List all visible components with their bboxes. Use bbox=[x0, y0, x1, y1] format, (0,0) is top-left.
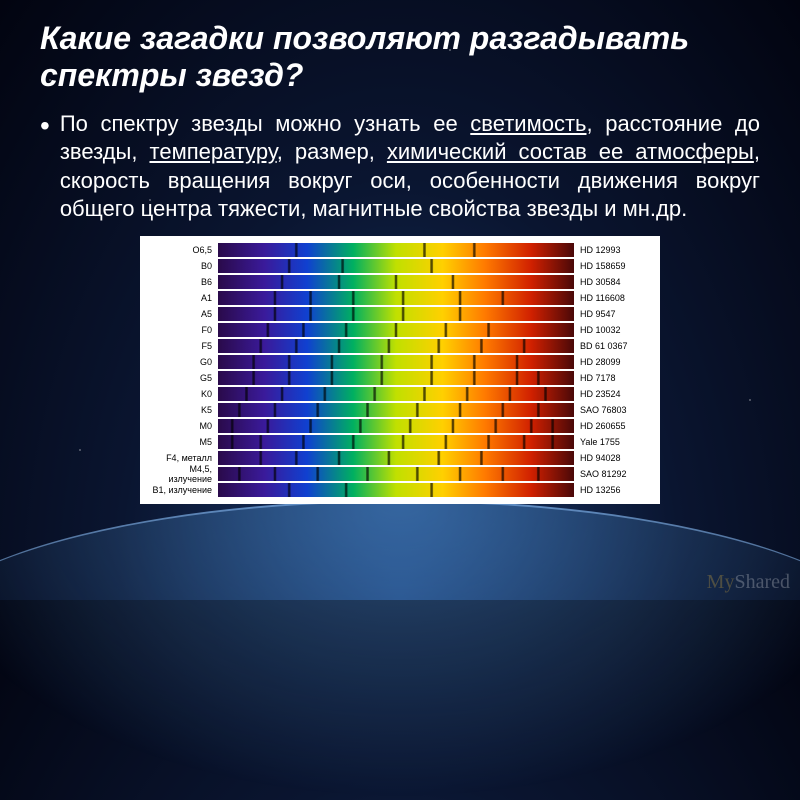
slide-content: Какие загадки позволяют разгадывать спек… bbox=[0, 0, 800, 524]
spectrum-strip bbox=[218, 387, 574, 401]
spectral-class-label: B0 bbox=[148, 261, 212, 271]
text-span: По спектру звезды можно узнать ее bbox=[60, 111, 470, 136]
spectral-class-label: A1 bbox=[148, 293, 212, 303]
star-id-label: HD 94028 bbox=[580, 453, 652, 463]
spectrum-strip bbox=[218, 451, 574, 465]
spectral-class-label: B1, излучение bbox=[148, 485, 212, 495]
spectral-row: F5 BD 61 0367 bbox=[148, 338, 652, 354]
underlined-term: химический состав ее атмосферы bbox=[387, 139, 754, 164]
spectral-row: A1 HD 116608 bbox=[148, 290, 652, 306]
star-id-label: HD 10032 bbox=[580, 325, 652, 335]
spectral-class-label: M0 bbox=[148, 421, 212, 431]
spectral-row: K0 HD 23524 bbox=[148, 386, 652, 402]
spectrum-strip bbox=[218, 339, 574, 353]
spectrum-strip bbox=[218, 275, 574, 289]
spectral-row: B1, излучение HD 13256 bbox=[148, 482, 652, 498]
spectral-class-label: G0 bbox=[148, 357, 212, 367]
star-id-label: HD 28099 bbox=[580, 357, 652, 367]
spectrum-strip bbox=[218, 355, 574, 369]
spectral-row: M5 Yale 1755 bbox=[148, 434, 652, 450]
spectral-class-label: K0 bbox=[148, 389, 212, 399]
spectral-class-label: O6,5 bbox=[148, 245, 212, 255]
star-id-label: HD 158659 bbox=[580, 261, 652, 271]
spectral-row: F0 HD 10032 bbox=[148, 322, 652, 338]
spectrum-strip bbox=[218, 243, 574, 257]
underlined-term: температуру bbox=[150, 139, 277, 164]
star-id-label: SAO 81292 bbox=[580, 469, 652, 479]
star-id-label: HD 13256 bbox=[580, 485, 652, 495]
spectrum-strip bbox=[218, 371, 574, 385]
star-id-label: HD 260655 bbox=[580, 421, 652, 431]
spectral-class-label: G5 bbox=[148, 373, 212, 383]
star-id-label: SAO 76803 bbox=[580, 405, 652, 415]
star-id-label: HD 116608 bbox=[580, 293, 652, 303]
star-id-label: HD 7178 bbox=[580, 373, 652, 383]
spectral-class-label: K5 bbox=[148, 405, 212, 415]
slide-title: Какие загадки позволяют разгадывать спек… bbox=[40, 20, 760, 94]
watermark-shared: Shared bbox=[734, 571, 790, 593]
star-id-label: HD 30584 bbox=[580, 277, 652, 287]
watermark: MyShared bbox=[707, 571, 790, 594]
star-id-label: Yale 1755 bbox=[580, 437, 652, 447]
spectral-row: A5 HD 9547 bbox=[148, 306, 652, 322]
star-id-label: HD 12993 bbox=[580, 245, 652, 255]
spectral-row: B6 HD 30584 bbox=[148, 274, 652, 290]
spectrum-strip bbox=[218, 419, 574, 433]
bullet-item: • По спектру звезды можно узнать ее свет… bbox=[40, 110, 760, 224]
spectrum-strip bbox=[218, 291, 574, 305]
spectrum-strip bbox=[218, 403, 574, 417]
spectral-class-label: A5 bbox=[148, 309, 212, 319]
spectral-row: O6,5 HD 12993 bbox=[148, 242, 652, 258]
star-id-label: HD 9547 bbox=[580, 309, 652, 319]
spectral-class-label: F4, металл bbox=[148, 453, 212, 463]
spectral-row: K5 SAO 76803 bbox=[148, 402, 652, 418]
spectrum-strip bbox=[218, 307, 574, 321]
spectrum-strip bbox=[218, 483, 574, 497]
spectral-row: M4,5, излучение SAO 81292 bbox=[148, 466, 652, 482]
spectrum-strip bbox=[218, 467, 574, 481]
spectrum-strip bbox=[218, 323, 574, 337]
spectral-class-label: M5 bbox=[148, 437, 212, 447]
spectral-row: B0 HD 158659 bbox=[148, 258, 652, 274]
spectral-chart: O6,5 HD 12993 B0 HD 158659 B6 HD 30584 A1 HD 11… bbox=[140, 236, 660, 504]
spectrum-strip bbox=[218, 435, 574, 449]
spectral-row: M0 HD 260655 bbox=[148, 418, 652, 434]
text-span: , размер, bbox=[277, 139, 387, 164]
spectral-row: G0 HD 28099 bbox=[148, 354, 652, 370]
spectral-class-label: M4,5, излучение bbox=[148, 464, 212, 484]
spectral-class-label: F5 bbox=[148, 341, 212, 351]
body-paragraph: По спектру звезды можно узнать ее светим… bbox=[60, 110, 760, 224]
spectral-class-label: B6 bbox=[148, 277, 212, 287]
underlined-term: светимость bbox=[470, 111, 586, 136]
spectral-class-label: F0 bbox=[148, 325, 212, 335]
spectral-row: G5 HD 7178 bbox=[148, 370, 652, 386]
star-id-label: BD 61 0367 bbox=[580, 341, 652, 351]
spectrum-strip bbox=[218, 259, 574, 273]
star-id-label: HD 23524 bbox=[580, 389, 652, 399]
spectral-row: F4, металл HD 94028 bbox=[148, 450, 652, 466]
bullet-marker: • bbox=[40, 112, 50, 224]
watermark-my: My bbox=[707, 571, 735, 593]
earth-horizon-glow bbox=[0, 500, 800, 800]
